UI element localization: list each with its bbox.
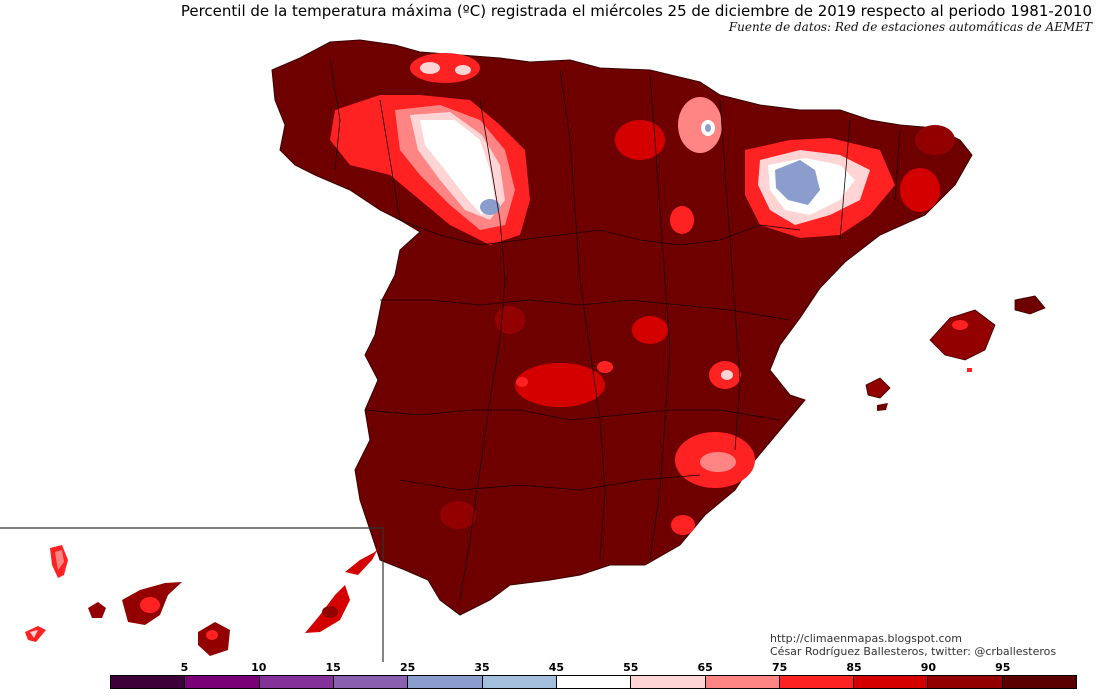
mallorca	[929, 309, 996, 361]
legend-labels: 5 10 15 25 35 45 55 65 75 85 90 95	[0, 661, 1098, 675]
zone-navarra-light	[678, 97, 722, 153]
tenerife-red	[140, 597, 160, 613]
zone-valencia-pale	[721, 370, 733, 380]
zone-toledo-red	[597, 361, 613, 373]
cabrera	[967, 368, 972, 372]
zone-soria-red	[670, 206, 694, 234]
menorca	[1014, 295, 1046, 315]
zone-cantabria-pale2	[455, 65, 471, 75]
inset-frame	[0, 527, 384, 662]
zone-pyrenees-red	[900, 168, 940, 212]
zone-cuenca-dot	[516, 377, 528, 387]
color-legend-bar	[110, 675, 1077, 689]
gran-canaria-red	[206, 630, 218, 640]
map-title: Percentil de la temperatura máxima (ºC) …	[180, 2, 1092, 20]
zone-almeria-red	[671, 515, 695, 535]
fuerteventura-dark	[322, 606, 338, 618]
legend-tick-label: 95	[995, 661, 1011, 674]
legend-swatch	[928, 676, 1003, 688]
zone-leon-blue	[480, 199, 500, 215]
mallorca-spot	[952, 320, 968, 330]
legend-swatch	[408, 676, 483, 688]
legend-tick-label: 35	[474, 661, 490, 674]
la-gomera	[88, 602, 106, 618]
el-hierro-pale	[30, 630, 38, 638]
anomaly-zones	[330, 53, 955, 535]
zone-cordoba-red	[495, 306, 525, 334]
legend-tick-label: 55	[623, 661, 639, 674]
legend-swatch	[185, 676, 260, 688]
legend-tick-label: 45	[548, 661, 565, 674]
la-palma-pale	[55, 550, 64, 570]
canary-islands-inset	[0, 527, 384, 662]
credit-url: http://climaenmapas.blogspot.com	[770, 632, 962, 645]
zone-madrid-red	[632, 316, 668, 344]
ibiza	[865, 377, 891, 399]
lanzarote	[345, 545, 380, 575]
legend-tick-label: 15	[325, 661, 341, 674]
legend-swatch	[556, 676, 632, 688]
zone-cantabria-red	[410, 53, 480, 83]
legend-swatch	[111, 676, 186, 688]
legend-tick-label: 85	[846, 661, 862, 674]
legend-swatch	[779, 676, 855, 688]
legend-swatch	[1002, 676, 1077, 688]
zone-galicia-white	[420, 120, 495, 215]
zone-aragon-blue	[775, 160, 820, 205]
legend-tick-label: 90	[920, 661, 937, 674]
legend-swatch	[259, 676, 334, 688]
legend-swatch	[631, 676, 706, 688]
legend-swatch	[482, 676, 557, 688]
legend-tick-label: 5	[180, 661, 189, 674]
legend-tick-label: 65	[697, 661, 713, 674]
zone-catalonia-red	[915, 125, 955, 155]
legend-tick-label: 75	[771, 661, 788, 674]
legend-swatch	[705, 676, 780, 688]
formentera	[877, 403, 888, 411]
balearic-islands	[865, 295, 1046, 411]
zone-cantabria-pale	[420, 62, 440, 74]
legend-swatch	[333, 676, 409, 688]
legend-swatch	[854, 676, 929, 688]
legend-tick-label: 10	[251, 661, 267, 674]
province-borders	[329, 59, 901, 601]
legend-tick-label: 25	[399, 661, 416, 674]
zone-basque-red	[615, 120, 665, 160]
zone-cadiz-red	[440, 501, 476, 529]
zone-murcia-light	[700, 452, 736, 472]
credit-author: César Rodríguez Ballesteros, twitter: @c…	[770, 645, 1057, 658]
zone-cuenca-red	[515, 363, 605, 407]
data-source-note: Fuente de datos: Red de estaciones autom…	[728, 20, 1092, 34]
zone-navarra-blue	[705, 124, 711, 132]
